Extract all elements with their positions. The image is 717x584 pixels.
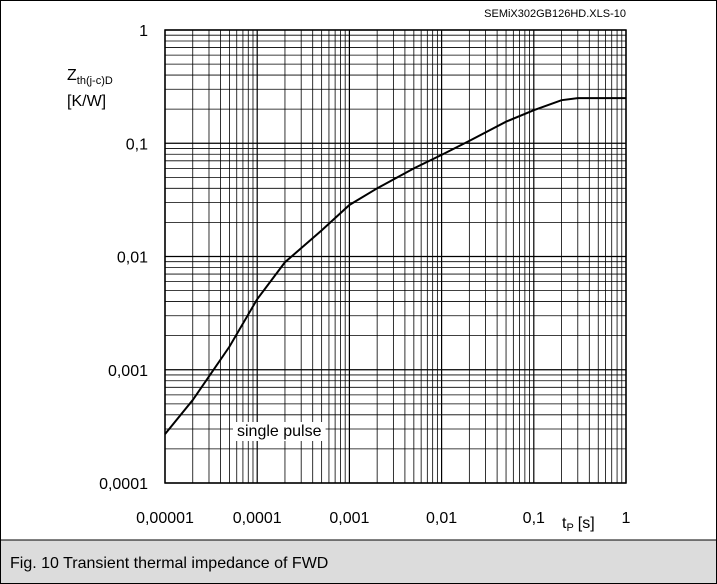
- y-label-sub: th(j-c)D: [77, 75, 113, 87]
- x-label-sub: P: [566, 522, 573, 534]
- x-tick-label: 1: [622, 510, 631, 527]
- y-tick-label: 0,1: [126, 136, 148, 153]
- line: [164, 97, 626, 435]
- y-axis-label: Zth(j-c)D: [67, 67, 113, 87]
- y-tick-label: 0,0001: [99, 476, 148, 493]
- x-axis-label: tP [s]: [562, 515, 595, 534]
- plot-frame: [164, 29, 627, 484]
- x-tick-label: 0,00001: [136, 510, 194, 527]
- y-label-main: Z: [67, 67, 77, 84]
- y-tick-label: 0,001: [108, 363, 148, 380]
- x-tick-label: 0,0001: [233, 510, 282, 527]
- grid: [164, 29, 627, 484]
- annotation: single pulse: [237, 423, 322, 440]
- x-tick-label: 0,001: [329, 510, 369, 527]
- y-tick-label: 1: [139, 23, 148, 40]
- annotation-bg: [233, 422, 326, 441]
- x-tick-label: 0,01: [426, 510, 457, 527]
- x-label-unit: [s]: [578, 515, 595, 532]
- caption-bar: [1, 540, 716, 583]
- x-label-main: t: [562, 515, 567, 532]
- y-tick-label: 0,01: [117, 250, 148, 267]
- caption: Fig. 10 Transient thermal impedance of F…: [10, 555, 328, 572]
- y-axis-unit: [K/W]: [67, 93, 106, 110]
- x-tick-label: 0,1: [523, 510, 545, 527]
- watermark: SEMiX302GB126HD.XLS-10: [484, 8, 626, 20]
